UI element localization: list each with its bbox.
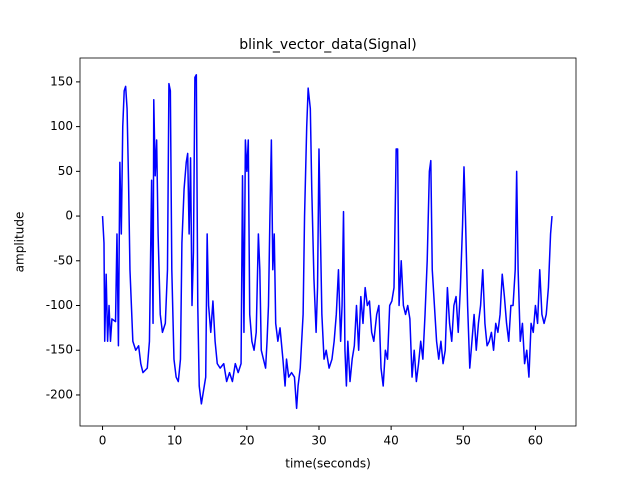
x-tick-label: 50 xyxy=(456,434,471,448)
plot-frame xyxy=(79,57,577,427)
y-tick-label: -200 xyxy=(46,387,73,401)
x-tick-label: 20 xyxy=(239,434,254,448)
x-tick-label: 30 xyxy=(311,434,326,448)
y-tick-label: 0 xyxy=(65,209,73,223)
x-tick-label: 10 xyxy=(167,434,182,448)
signal-line xyxy=(101,73,553,410)
x-axis-label: time(seconds) xyxy=(285,457,371,471)
y-tick-label: -100 xyxy=(46,298,73,312)
x-tick-label: 0 xyxy=(99,434,107,448)
chart-title: blink_vector_data(Signal) xyxy=(239,37,417,53)
y-tick-label: -150 xyxy=(46,343,73,357)
y-tick-label: -50 xyxy=(53,253,73,267)
y-tick-label: 150 xyxy=(50,74,73,88)
x-tick-label: 60 xyxy=(528,434,543,448)
y-tick-label: 100 xyxy=(50,119,73,133)
y-axis-label: amplitude xyxy=(13,212,27,273)
x-tick-label: 40 xyxy=(383,434,398,448)
y-tick-label: 50 xyxy=(58,164,73,178)
